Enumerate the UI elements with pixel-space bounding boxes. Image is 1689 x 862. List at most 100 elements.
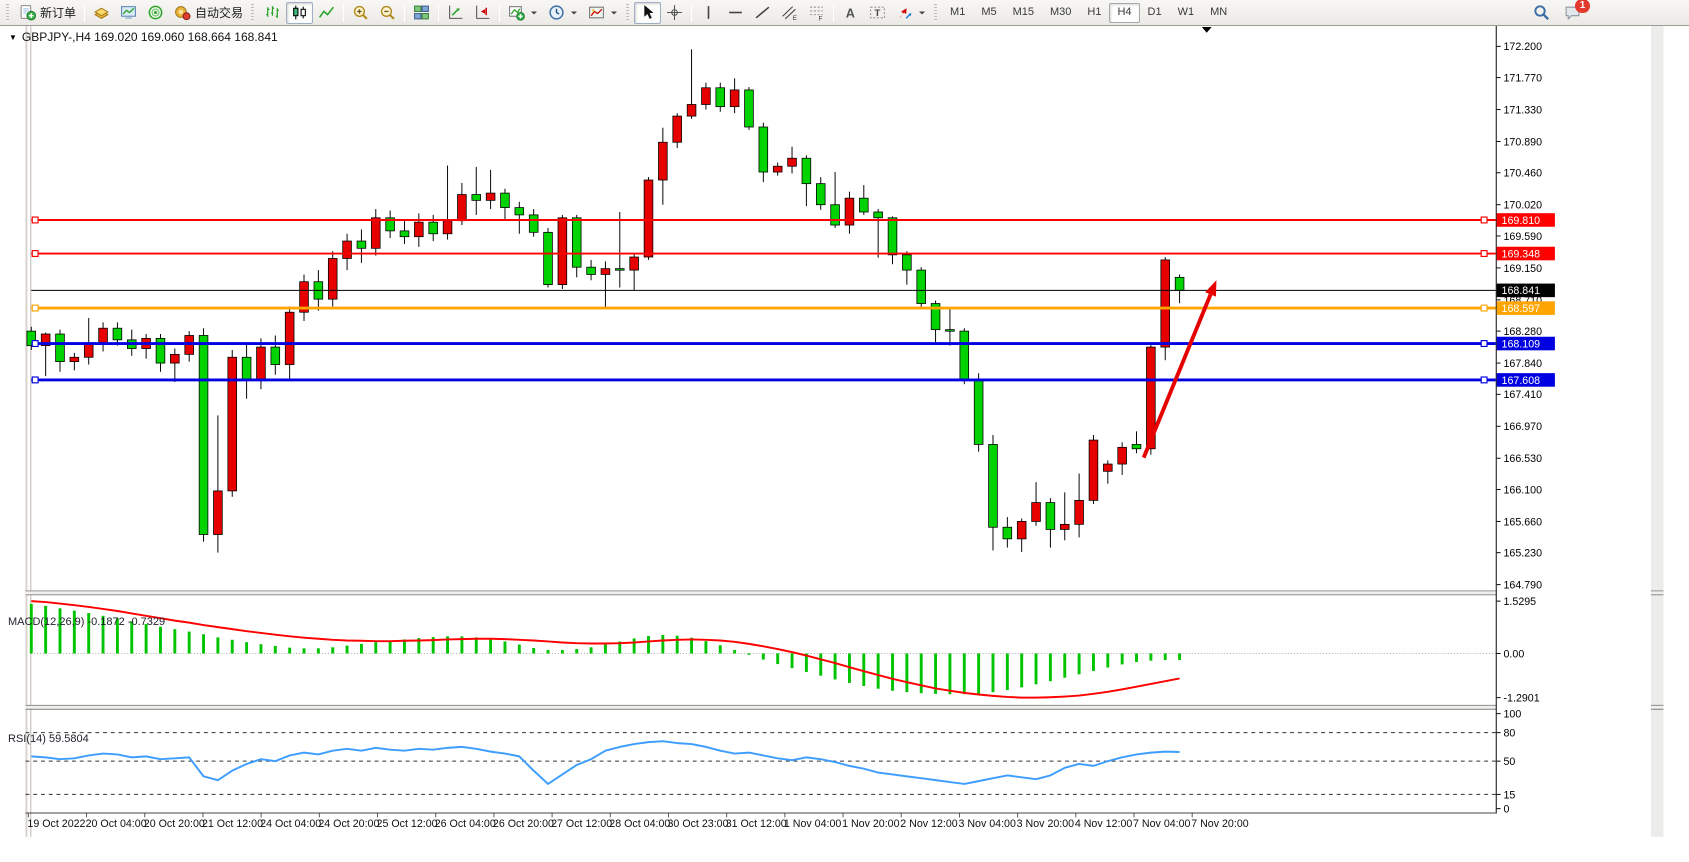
auto-trading-button[interactable]: 自动交易 (169, 2, 248, 24)
collapse-trade-panel-icon[interactable]: ▼ (9, 32, 17, 42)
auto-scroll-button[interactable] (442, 2, 469, 24)
chevron-down-icon (571, 11, 578, 14)
rsi-tick-label: 50 (1504, 756, 1516, 768)
timeframe-button-H4[interactable]: H4 (1109, 2, 1140, 23)
timeframe-button-H1[interactable]: H1 (1087, 5, 1102, 18)
time-tick-label: 24 Oct 04:00 (260, 818, 321, 830)
level-line-169810[interactable] (31, 216, 1496, 224)
navigator-button[interactable] (142, 2, 169, 24)
new-chart-button[interactable] (503, 2, 543, 24)
crosshair-button[interactable] (661, 2, 688, 24)
price-tick-label: 166.970 (1504, 421, 1543, 433)
price-tick-label: 172.200 (1504, 41, 1543, 53)
timeframe-group: M1 M5 M15 M30 H1 H4 D1 W1 MN (942, 2, 1235, 23)
toolbar-separator (499, 3, 501, 22)
timeframe-button-W1[interactable]: W1 (1177, 5, 1195, 18)
auto-trading-icon (175, 6, 191, 21)
toolbar-grip[interactable] (626, 3, 630, 22)
auto-trading-label: 自动交易 (195, 6, 244, 20)
red-trend-arrow[interactable] (1141, 280, 1217, 459)
time-tick-label: 31 Oct 12:00 (726, 818, 787, 830)
tile-windows-button[interactable] (408, 2, 435, 24)
terminal-button[interactable] (115, 2, 142, 24)
new-order-label: 新订单 (40, 6, 77, 20)
arrows-icon (899, 8, 912, 19)
level-line-168109[interactable] (31, 340, 1496, 348)
level-line-168597[interactable] (31, 304, 1496, 312)
candlestick-chart-button[interactable] (286, 1, 314, 24)
macd-indicator (29, 600, 1496, 699)
svg-text:A: A (846, 5, 855, 20)
vertical-line-button[interactable] (695, 2, 722, 24)
chart-title-ohlc: GBPJPY-,H4 169.020 169.060 168.664 168.8… (21, 30, 278, 44)
price-tick-label: 165.660 (1504, 516, 1543, 528)
price-tick-label: 167.840 (1504, 358, 1543, 370)
toolbar-grip[interactable] (934, 3, 938, 22)
line-anchor (31, 216, 39, 224)
chart-canvas[interactable]: 172.200 171.770 171.330 170.890 170.460 170.0… (0, 26, 1689, 862)
line-anchor (31, 340, 39, 348)
zoom-out-icon (380, 5, 395, 20)
zoom-in-button[interactable] (347, 2, 374, 24)
price-tick-label: 167.410 (1504, 389, 1543, 401)
fibonacci-button[interactable]: F (803, 2, 830, 24)
tile-windows-icon (414, 5, 429, 20)
line-anchor (1480, 340, 1488, 348)
rsi-label: RSI(14) 59.5804 (8, 733, 89, 745)
market-watch-button[interactable] (88, 2, 115, 24)
line-chart-button[interactable] (313, 2, 340, 24)
cursor-button[interactable] (634, 1, 662, 24)
time-tick-label: 3 Nov 20:00 (1017, 818, 1075, 830)
text-label-button[interactable]: T (864, 2, 891, 24)
chart-area[interactable]: 172.200 171.770 171.330 170.890 170.460 170.0… (0, 26, 1689, 862)
timeframe-button-M15[interactable]: M15 (1012, 5, 1034, 18)
timeframe-button-M1[interactable]: M1 (950, 5, 966, 18)
toolbar-grip[interactable] (6, 3, 9, 22)
timeframe-button-MN[interactable]: MN (1210, 5, 1228, 18)
toolbar-separator (833, 3, 835, 22)
chart-shift-button[interactable] (469, 2, 496, 24)
trendline-button[interactable] (749, 2, 776, 24)
search-icon[interactable] (1533, 4, 1550, 21)
price-axis[interactable]: 172.200 171.770 171.330 170.890 170.460 170.0… (1496, 41, 1543, 816)
price-tick-label: 165.230 (1504, 548, 1543, 560)
arrows-button[interactable] (891, 2, 931, 24)
price-tag-168109: 168.109 (1496, 336, 1555, 350)
price-tag-168841: 168.841 (1496, 283, 1555, 297)
templates-button[interactable] (583, 2, 623, 24)
timeframe-button-M5[interactable]: M5 (981, 5, 997, 18)
horizontal-line-button[interactable] (722, 2, 749, 24)
time-tick-label: 26 Oct 20:00 (493, 818, 554, 830)
level-line-167608[interactable] (31, 376, 1496, 384)
macd-label: MACD(12,26,9) -0.1872 -0.7329 (8, 616, 166, 628)
level-line-169348[interactable] (31, 250, 1496, 258)
timeframe-button-D1[interactable]: D1 (1147, 5, 1162, 18)
time-tick-label: 20 Oct 04:00 (86, 818, 147, 830)
macd-tick-label: -1.2901 (1504, 692, 1540, 704)
price-tick-label: 171.770 (1504, 72, 1543, 84)
timeframe-button-M30[interactable]: M30 (1050, 5, 1072, 18)
template-icon (589, 6, 604, 19)
period-button[interactable] (543, 2, 583, 24)
toolbar-separator (404, 3, 406, 22)
toolbar-grip[interactable] (251, 3, 255, 22)
chart-shift-marker-icon[interactable] (1201, 26, 1212, 33)
zoom-out-button[interactable] (374, 2, 401, 24)
notifications-button[interactable]: 1 (1564, 0, 1590, 21)
text-icon: A (846, 5, 855, 20)
channel-button[interactable]: E (776, 2, 803, 24)
trendline-icon (755, 6, 770, 19)
price-tick-label: 170.890 (1504, 136, 1543, 148)
time-tick-label: 3 Nov 04:00 (958, 818, 1016, 830)
price-tick-label: 171.330 (1504, 104, 1543, 116)
bar-chart-button[interactable] (259, 2, 286, 24)
price-tick-label: 166.530 (1504, 453, 1543, 465)
price-tag-169348: 169.348 (1496, 246, 1555, 260)
text-button[interactable]: A (837, 2, 864, 24)
time-tick-label: 24 Oct 20:00 (318, 818, 379, 830)
svg-text:169.810: 169.810 (1502, 215, 1541, 227)
new-order-button[interactable]: 新订单 (14, 2, 81, 24)
line-anchor (31, 250, 39, 258)
market-watch-icon (94, 7, 109, 19)
